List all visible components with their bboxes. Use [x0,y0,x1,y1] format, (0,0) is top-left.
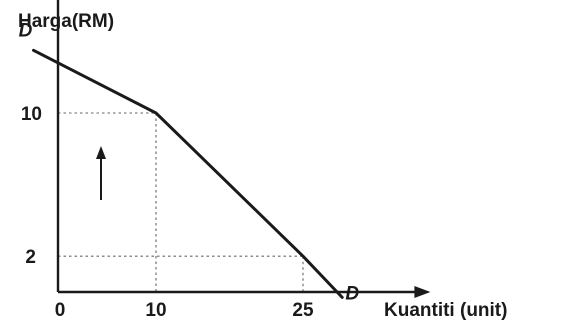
demand-curve-group [32,48,344,299]
curve-label-bottom: D [345,283,359,304]
axes [56,0,431,298]
x-axis-arrowhead [414,286,431,298]
x-tick-label-10: 10 [145,300,166,321]
curve-label-top: D [19,20,33,41]
dotted-guide-lines [58,112,304,292]
y-axis-label: Harga(RM) [18,11,114,32]
demand-curve-line [32,48,344,299]
y-tick-label-2: 2 [25,247,36,268]
y-tick-label-10: 10 [21,104,42,125]
x-tick-label-25: 25 [292,300,314,321]
up-arrow-head [96,146,106,159]
x-axis-label: Kuantiti (unit) [384,300,507,321]
origin-label: 0 [55,300,66,321]
